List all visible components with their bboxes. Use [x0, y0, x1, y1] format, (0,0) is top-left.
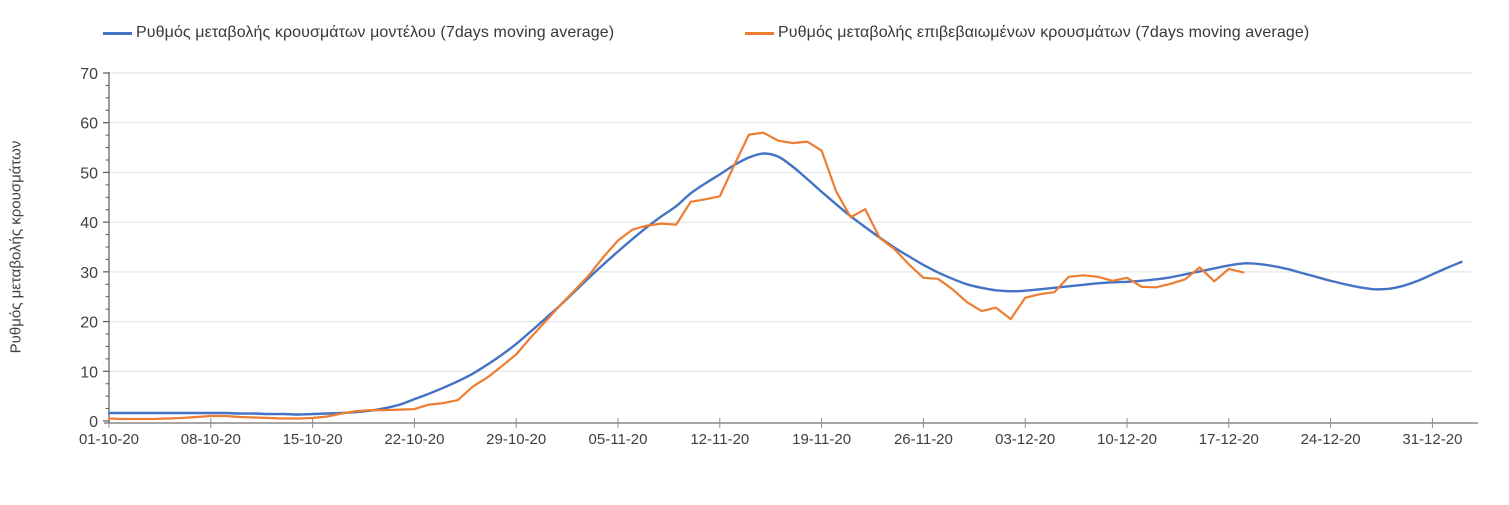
legend-label-model: Ρυθμός μεταβολής κρουσμάτων μοντέλου (7d…: [136, 24, 615, 41]
x-tick-label: 10-12-20: [1097, 431, 1157, 448]
series-line-model: [107, 152, 1463, 416]
y-tick-label: 70: [80, 66, 98, 83]
y-tick-label: 30: [80, 265, 98, 282]
y-tick-label: 50: [80, 165, 98, 182]
x-tick-label: 29-10-20: [486, 431, 546, 448]
legend-item-confirmed: Ρυθμός μεταβολής επιβεβαιωμένων κρουσμάτ…: [745, 24, 1309, 42]
y-tick-label: 10: [80, 364, 98, 381]
x-tick-label: 12-11-20: [690, 431, 749, 448]
x-tick-label: 17-12-20: [1199, 431, 1259, 448]
legend-line-icon-blue: [103, 31, 132, 35]
legend-label-confirmed: Ρυθμός μεταβολής επιβεβαιωμένων κρουσμάτ…: [778, 24, 1310, 41]
x-tick-label: 08-10-20: [181, 431, 241, 448]
y-tick-label: 20: [80, 315, 98, 332]
x-tick-label: 31-12-20: [1402, 431, 1462, 448]
x-tick-label: 22-10-20: [384, 431, 444, 448]
y-tick-label: 0: [89, 414, 98, 431]
legend-item-model: Ρυθμός μεταβολής κρουσμάτων μοντέλου (7d…: [103, 24, 614, 42]
x-tick-label: 03-12-20: [995, 431, 1055, 448]
x-tick-label: 01-10-20: [79, 431, 139, 448]
y-tick-label: 60: [80, 116, 98, 133]
x-tick-label: 19-11-20: [792, 431, 851, 448]
x-tick-label: 05-11-20: [589, 431, 648, 448]
x-tick-label: 15-10-20: [283, 431, 343, 448]
x-tick-label: 24-12-20: [1301, 431, 1361, 448]
x-tick-label: 26-11-20: [894, 431, 953, 448]
legend-line-icon-orange: [745, 31, 774, 35]
series-line-confirmed: [107, 131, 1245, 421]
y-tick-label: 40: [80, 215, 98, 232]
